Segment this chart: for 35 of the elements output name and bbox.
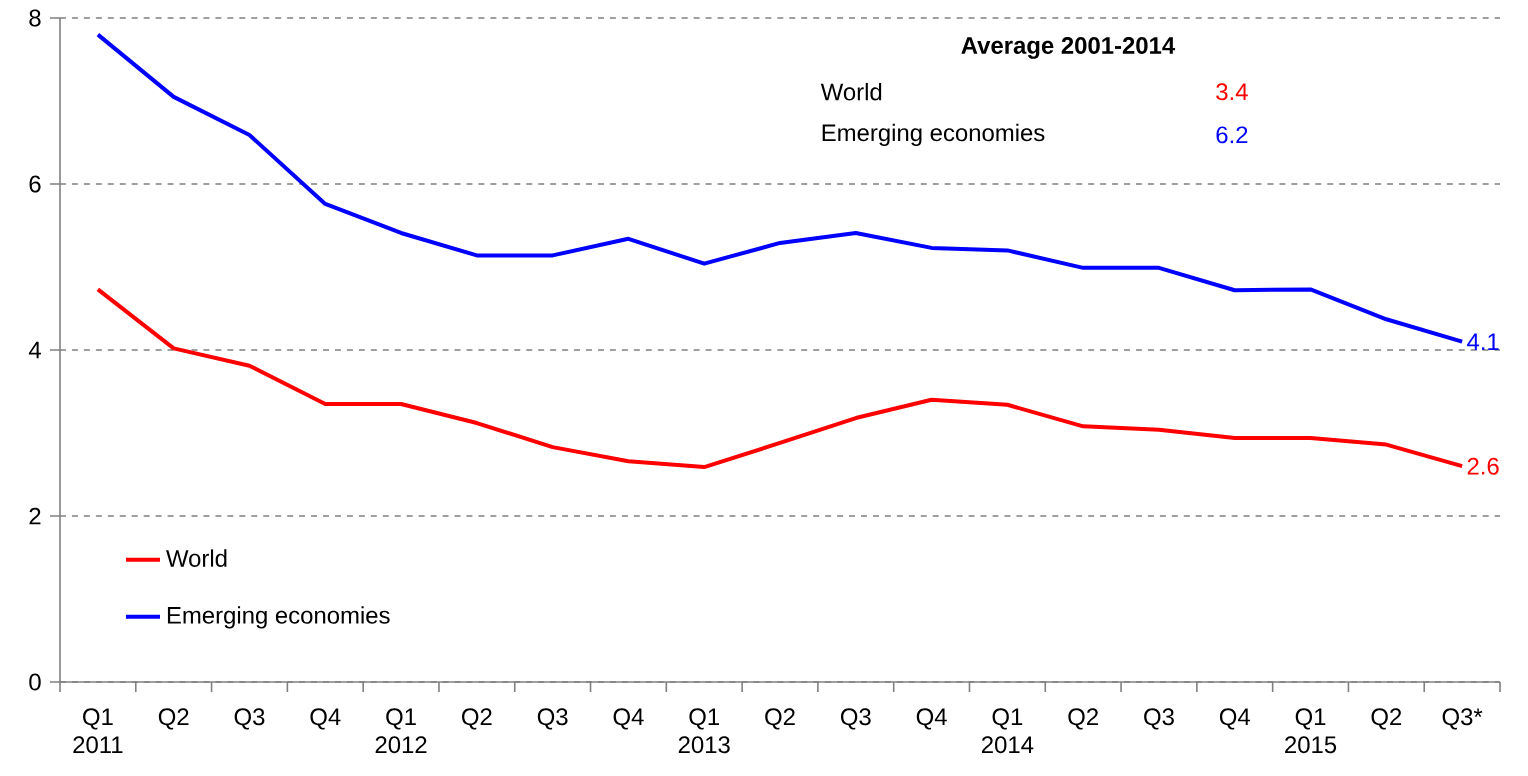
annotation: World bbox=[820, 82, 882, 101]
x-tick-label: Q2 bbox=[1068, 708, 1098, 730]
data-label: 2.6 bbox=[1467, 457, 1499, 475]
line-series bbox=[95, 287, 1465, 470]
x-tick-label: Q3 bbox=[1144, 708, 1174, 730]
y-tick-label: 2 bbox=[29, 507, 41, 525]
x-tick-label: Q1 2012 bbox=[375, 708, 427, 754]
x-tick-label: Q3 bbox=[234, 708, 265, 730]
x-tick-label: Q2 bbox=[158, 708, 189, 730]
x-tick-label: Q4 bbox=[613, 708, 644, 730]
x-tick-label: Q4 bbox=[916, 708, 947, 730]
y-tick-label: 4 bbox=[28, 341, 41, 359]
x-tick-label: Q3 bbox=[840, 708, 871, 730]
annotation: 6.2 bbox=[1216, 126, 1248, 144]
x-tick-label: Q4 bbox=[1219, 708, 1250, 730]
line-series bbox=[95, 32, 1465, 344]
annotation: Average 2001-2014 bbox=[961, 37, 1176, 59]
x-tick-label: Q3* bbox=[1442, 708, 1483, 730]
data-label: 4.1 bbox=[1467, 333, 1499, 350]
x-tick-label: Q2 bbox=[1371, 708, 1402, 730]
x-tick-label: Q2 bbox=[462, 708, 492, 730]
y-tick-label: 6 bbox=[29, 175, 41, 193]
legend-label: Emerging economies bbox=[167, 606, 390, 629]
annotation: 3.4 bbox=[1216, 83, 1248, 101]
x-tick-label: Q2 bbox=[765, 708, 795, 730]
legend-label: World bbox=[166, 549, 227, 567]
annotation: Emerging economies bbox=[822, 123, 1045, 147]
x-tick-label: Q1 2015 bbox=[1285, 708, 1337, 754]
x-tick-label: Q3 bbox=[537, 708, 568, 730]
x-tick-label: Q1 2011 bbox=[73, 708, 123, 754]
x-tick-label: Q1 2014 bbox=[981, 708, 1034, 754]
x-tick-label: Q1 2013 bbox=[678, 708, 730, 754]
y-tick-label: 0 bbox=[29, 673, 41, 691]
x-tick-label: Q4 bbox=[310, 708, 341, 730]
y-tick-label: 8 bbox=[29, 9, 41, 27]
